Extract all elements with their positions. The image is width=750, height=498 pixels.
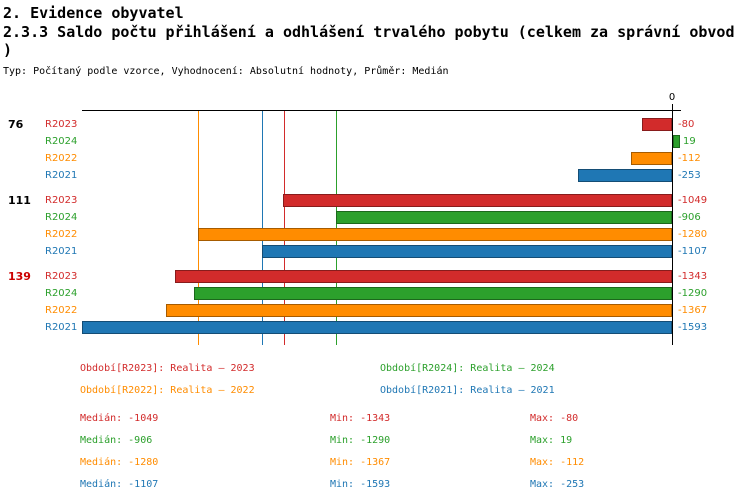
chart-subtitle-line2: ) (3, 41, 13, 59)
bar-value-label: 19 (683, 136, 696, 147)
legend-item-r2022: Období[R2022]: Realita – 2022 (80, 385, 255, 396)
series-label: R2023 (45, 119, 78, 130)
zero-axis-line (672, 104, 673, 345)
bar (642, 118, 672, 131)
bar-value-label: -253 (678, 170, 701, 181)
series-label: R2022 (45, 153, 78, 164)
bar (336, 211, 672, 224)
median-line-r2024 (336, 110, 338, 345)
stat-max-r2022: Max: -112 (530, 457, 585, 468)
bar-value-label: -80 (678, 119, 695, 130)
bar (631, 152, 672, 165)
median-line-r2022 (197, 110, 199, 345)
stat-min-r2022: Min: -1367 (330, 457, 391, 468)
bar-value-label: -1280 (678, 229, 708, 240)
legend-item-r2023: Období[R2023]: Realita – 2023 (80, 363, 255, 374)
stat-min-r2021: Min: -1593 (330, 479, 391, 490)
series-label: R2023 (45, 271, 78, 282)
series-label: R2022 (45, 229, 78, 240)
bar (82, 321, 672, 334)
chart-subtitle-line1: 2.3.3 Saldo počtu přihlášení a odhlášení… (3, 23, 735, 41)
bar (194, 287, 672, 300)
bar (262, 245, 672, 258)
series-label: R2021 (45, 246, 78, 257)
series-label: R2021 (45, 322, 78, 333)
group-label: 76 (8, 117, 24, 131)
stat-median-r2024: Medián: -906 (80, 435, 153, 446)
series-label: R2023 (45, 195, 78, 206)
bar-value-label: -1367 (678, 305, 708, 316)
bar-value-label: -1290 (678, 288, 708, 299)
median-line-r2021 (262, 110, 263, 345)
series-label: R2021 (45, 170, 78, 181)
stat-median-r2022: Medián: -1280 (80, 457, 159, 468)
stat-median-r2021: Medián: -1107 (80, 479, 159, 490)
bar-value-label: -112 (678, 153, 701, 164)
bar (283, 194, 672, 207)
axis-top-line (82, 110, 681, 111)
legend-item-r2024: Období[R2024]: Realita – 2024 (380, 363, 555, 374)
chart-meta: Typ: Počítaný podle vzorce, Vyhodnocení:… (3, 66, 449, 77)
series-label: R2024 (45, 212, 78, 223)
legend-item-r2021: Období[R2021]: Realita – 2021 (380, 385, 555, 396)
bar (166, 304, 672, 317)
stat-min-r2024: Min: -1290 (330, 435, 391, 446)
zero-tick-label: 0 (668, 92, 676, 103)
series-label: R2022 (45, 305, 78, 316)
stat-max-r2021: Max: -253 (530, 479, 585, 490)
series-label: R2024 (45, 136, 78, 147)
stat-max-r2024: Max: 19 (530, 435, 573, 446)
bar-value-label: -1107 (678, 246, 708, 257)
stat-max-r2023: Max: -80 (530, 413, 579, 424)
bar-value-label: -1343 (678, 271, 708, 282)
bar (175, 270, 672, 283)
bar (578, 169, 672, 182)
bar-value-label: -906 (678, 212, 701, 223)
stat-min-r2023: Min: -1343 (330, 413, 391, 424)
report-section-title: 2. Evidence obyvatel (3, 4, 184, 22)
median-line-r2023 (283, 110, 285, 345)
bar (673, 135, 680, 148)
group-label: 139 (8, 269, 31, 283)
bar (198, 228, 672, 241)
bar-value-label: -1049 (678, 195, 708, 206)
series-label: R2024 (45, 288, 78, 299)
group-label: 111 (8, 193, 31, 207)
bar-value-label: -1593 (678, 322, 708, 333)
stat-median-r2023: Medián: -1049 (80, 413, 159, 424)
